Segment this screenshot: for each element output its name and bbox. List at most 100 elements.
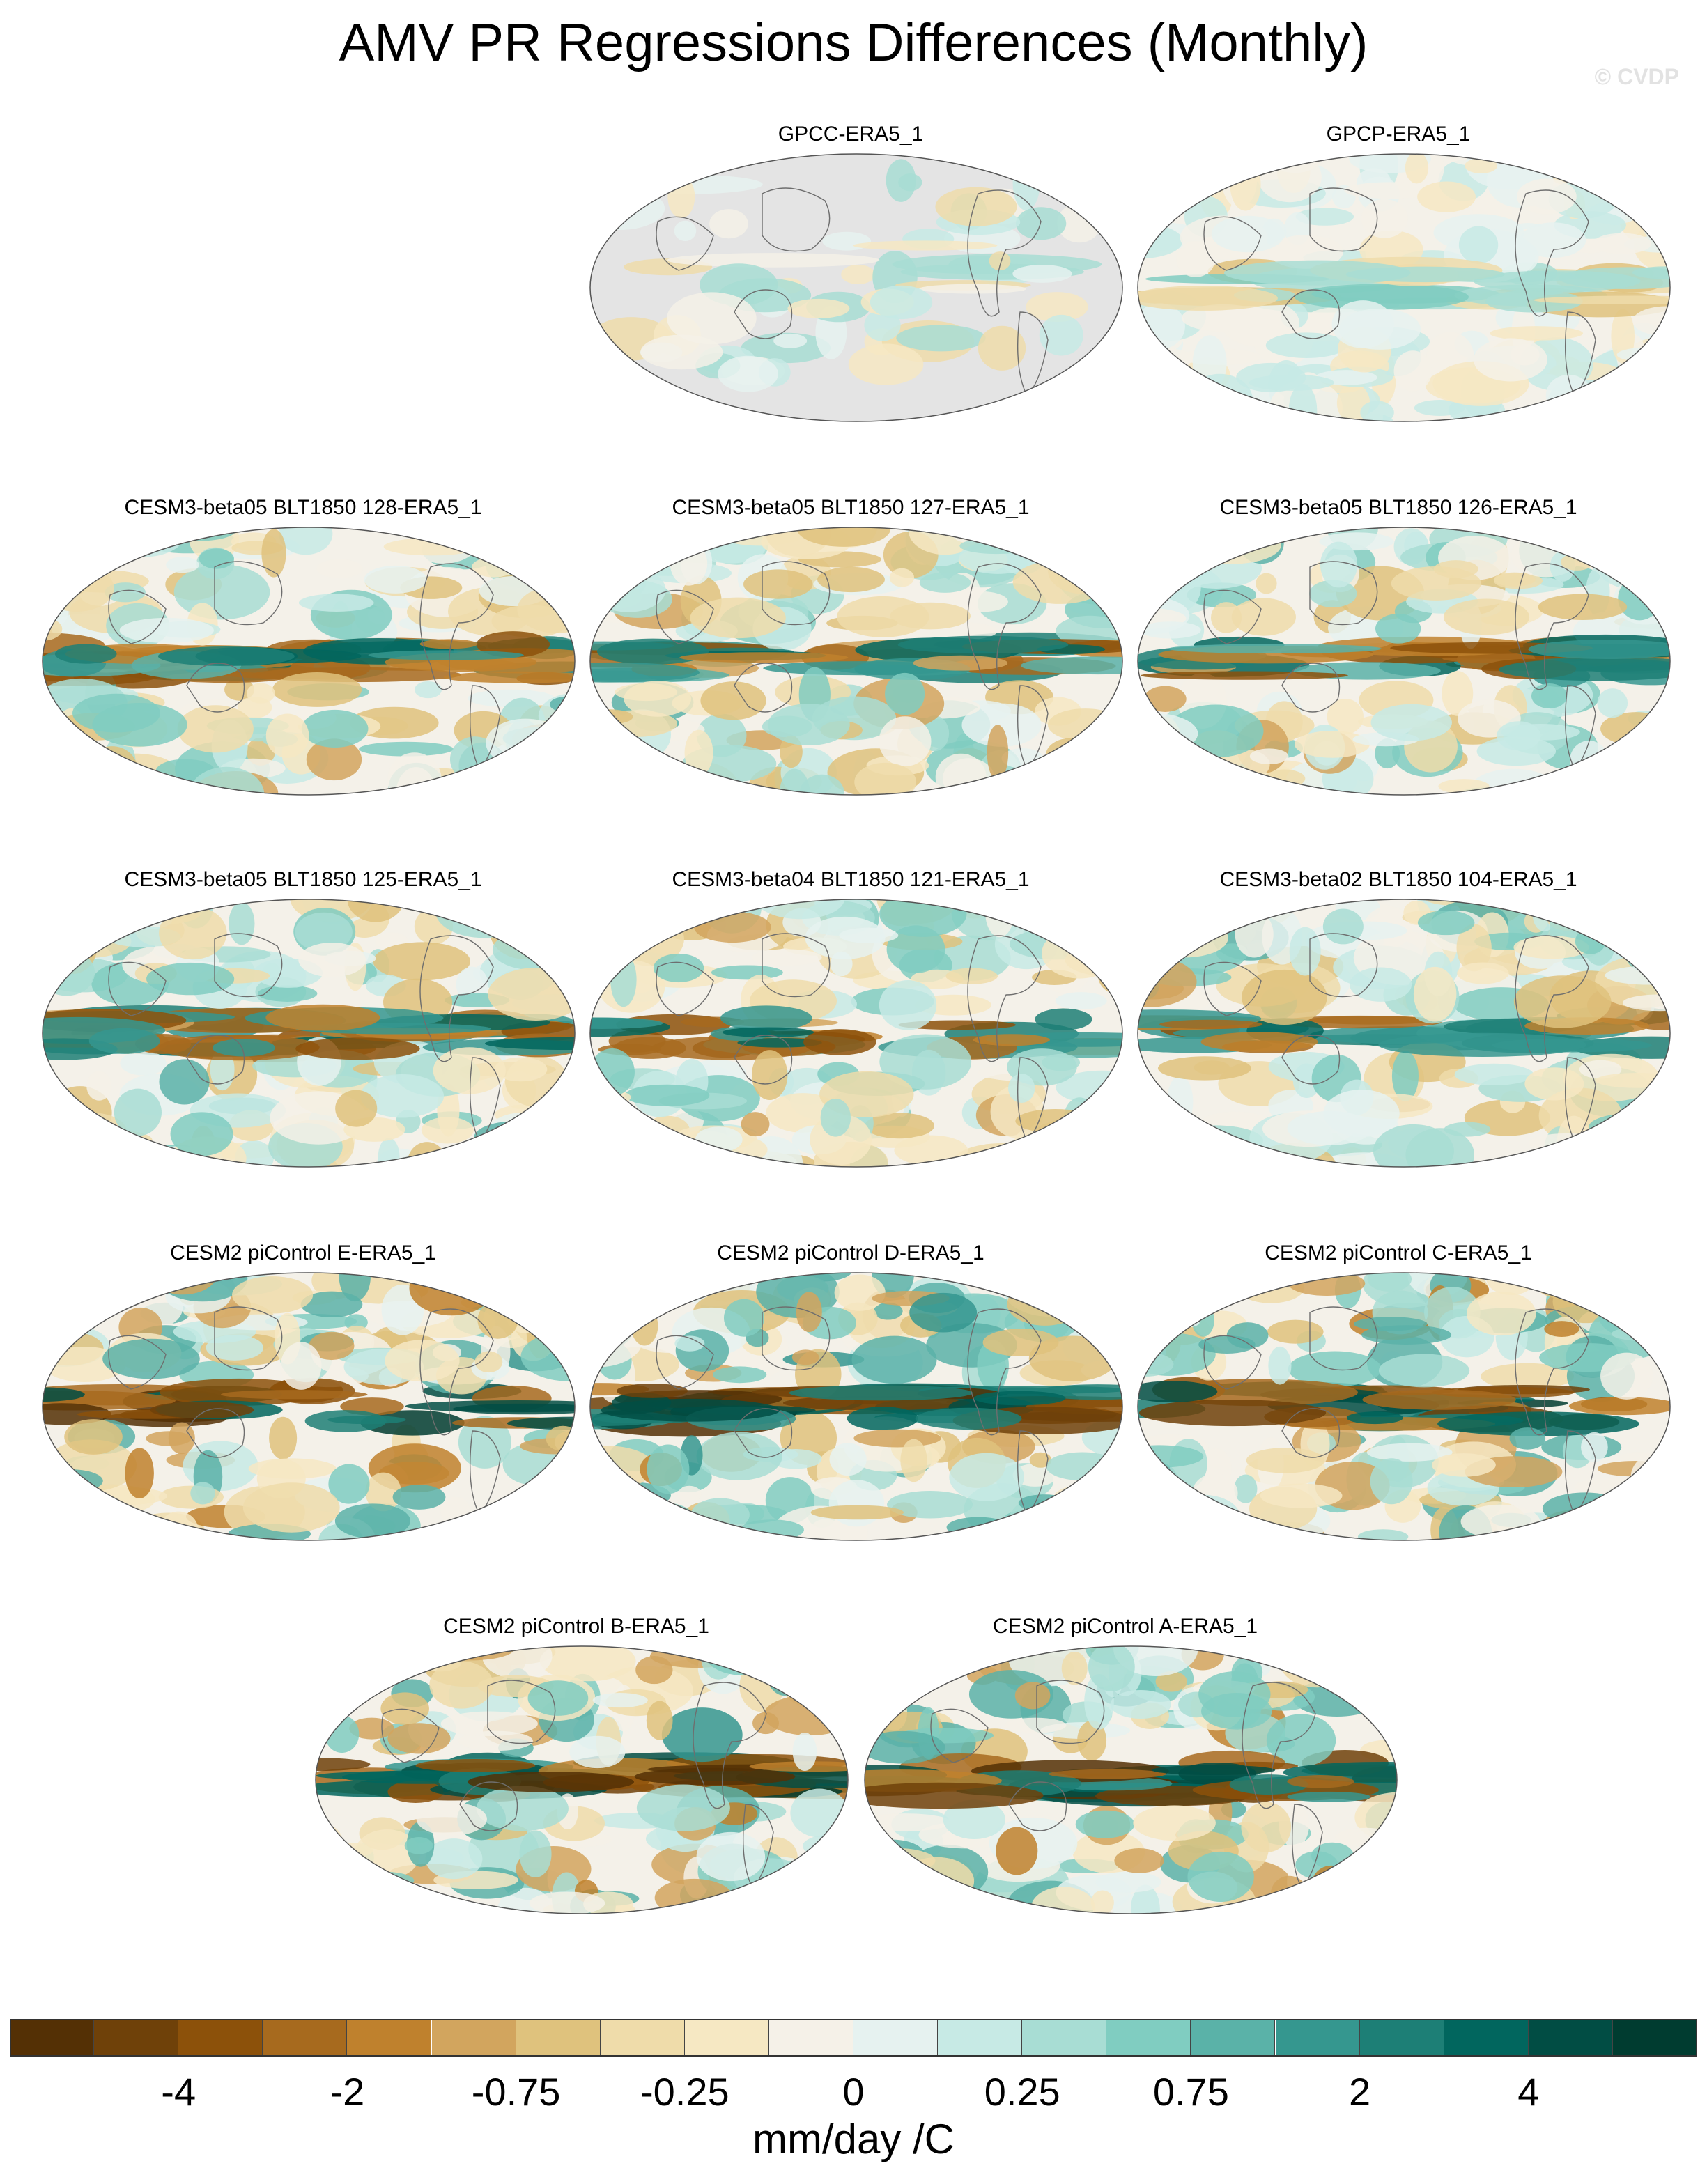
pr-anomaly-patch [1485,290,1583,313]
pr-anomaly-patch [718,355,778,392]
map-boundary [589,527,1123,796]
pr-anomaly-patch [590,1498,615,1540]
pr-anomaly-patch [853,240,998,251]
pr-anomaly-patch [43,1387,85,1402]
pr-anomaly-patch [1366,1443,1453,1462]
pr-anomaly-patch [1417,181,1476,212]
pr-anomaly-patch [1361,199,1408,238]
pr-anomaly-patch [1268,235,1343,269]
pr-anomaly-patch [787,298,850,318]
pr-anomaly-patch [590,1273,638,1297]
pr-anomaly-patch [43,564,114,612]
pr-anomaly-patch [272,672,362,707]
pr-anomaly-patch [1361,1325,1452,1345]
pr-anomaly-patch [1061,1651,1088,1685]
pr-anomaly-patch [1270,1875,1308,1912]
map-panel: CESM2 piControl D-ERA5_1 [582,1241,1123,1583]
panel-title: CESM3-beta05 BLT1850 127-ERA5_1 [672,496,1030,519]
pr-anomaly-patch [1012,1154,1041,1167]
pr-anomaly-patch [854,762,917,795]
pr-anomaly-patch [1138,1119,1205,1145]
pr-anomaly-patch [889,568,915,587]
pr-anomaly-patch [1632,266,1670,279]
pr-anomaly-patch [1072,764,1122,782]
pr-anomaly-patch [120,1520,169,1540]
pr-anomaly-patch [1528,640,1670,659]
colorbar-tick-label: -2 [330,2070,365,2114]
pr-anomaly-patch [1509,1427,1546,1450]
pr-anomaly-patch [1234,1474,1258,1503]
pr-anomaly-patch [667,253,880,268]
pr-anomaly-patch [1151,1765,1276,1775]
pr-anomaly-patch [870,285,933,320]
map-panel: CESM2 piControl B-ERA5_1 [308,1615,849,1956]
pr-anomaly-patch [295,1037,420,1060]
pr-anomaly-patch [1074,774,1122,795]
pr-anomaly-patch [1323,1090,1400,1138]
pr-anomaly-patch [334,1878,359,1914]
pr-anomaly-patch [1140,671,1348,680]
map-panel: CESM3-beta05 BLT1850 127-ERA5_1 [582,496,1123,837]
pr-anomaly-patch [738,1891,786,1914]
pr-anomaly-patch [1508,408,1605,421]
pr-anomaly-patch [300,1291,363,1317]
pr-anomaly-patch [1200,1032,1318,1052]
pr-anomaly-patch [667,292,757,345]
pr-anomaly-patch [768,1449,822,1469]
pr-anomaly-patch [751,949,822,966]
pr-anomaly-patch [590,1048,635,1097]
map-2 [1137,153,1671,422]
pr-anomaly-patch [220,1390,368,1400]
pr-anomaly-patch [363,1649,391,1674]
coastline [1242,1682,1316,1809]
coastline [1515,1308,1589,1436]
pr-anomaly-patch [1229,1774,1308,1795]
pr-anomaly-patch [465,773,519,795]
pr-anomaly-patch [1019,899,1042,931]
pr-anomaly-patch [87,1133,136,1149]
map-panel: GPCP-ERA5_1 [1130,123,1671,464]
pr-anomaly-patch [873,1302,903,1320]
pr-anomaly-patch [973,1391,1066,1406]
colorbar-tick-label: 0.75 [1152,2070,1229,2114]
pr-anomaly-patch [43,1391,176,1411]
map-12 [315,1645,849,1914]
pr-anomaly-patch [881,1886,918,1914]
coastline [186,663,245,713]
pr-anomaly-patch [83,1273,135,1307]
pr-anomaly-patch [1327,1659,1352,1689]
pr-anomaly-patch [1641,1273,1670,1287]
pr-anomaly-patch [493,1122,557,1166]
pr-anomaly-patch [1620,1276,1651,1308]
pr-anomaly-patch [429,1661,494,1709]
pr-anomaly-patch [1177,1273,1232,1294]
pr-anomaly-patch [590,732,612,748]
pr-anomaly-patch [886,925,945,973]
pr-anomaly-patch [1458,226,1499,264]
pr-anomaly-patch [1138,538,1186,563]
pr-anomaly-patch [376,1882,398,1914]
pr-anomaly-patch [1322,908,1364,945]
pr-anomaly-patch [1168,1125,1263,1156]
pr-anomaly-patch [1260,1483,1343,1508]
pr-anomaly-patch [1098,725,1122,768]
coastline [734,1408,793,1458]
pr-anomaly-patch [785,1646,848,1687]
pr-anomaly-patch [419,639,478,649]
pr-anomaly-patch [529,899,575,938]
coastline [1515,935,1589,1062]
pr-anomaly-patch [918,284,1026,294]
pr-anomaly-patch [616,1384,688,1398]
pr-anomaly-patch [1144,686,1187,712]
pr-anomaly-patch [1139,621,1201,639]
pr-anomaly-patch [1595,549,1638,568]
pr-anomaly-patch [1552,1280,1619,1324]
coastline [186,1035,245,1085]
pr-anomaly-patch [483,1113,559,1166]
pr-anomaly-patch [1030,1887,1096,1914]
pr-anomaly-patch [1266,1714,1336,1767]
pr-anomaly-patch [316,1854,366,1887]
pr-anomaly-patch [525,1502,550,1537]
pr-anomaly-patch [1249,748,1289,764]
pr-anomaly-patch [1581,1432,1608,1462]
